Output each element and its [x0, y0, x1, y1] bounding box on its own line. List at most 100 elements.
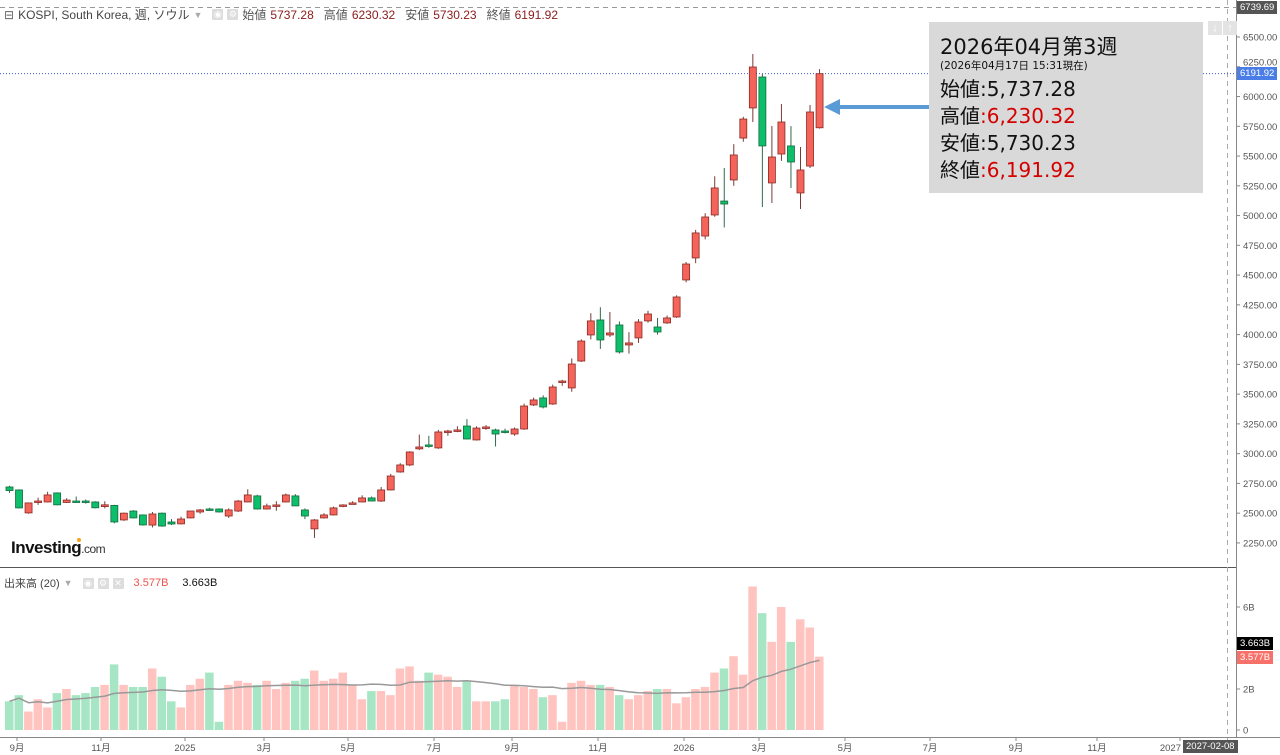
candle-up — [329, 507, 338, 516]
last-price-tag: 6191.92 — [1237, 66, 1278, 80]
volume-bar — [357, 699, 367, 730]
scroll-up-icon[interactable]: ↑ — [1223, 21, 1237, 35]
visibility-icon[interactable]: ◉ — [212, 9, 224, 20]
volume-bar — [62, 689, 71, 730]
info-row-high: 高値:6,230.32 — [940, 104, 1076, 128]
scroll-down-icon[interactable]: ↓ — [1208, 21, 1222, 35]
collapse-icon[interactable]: ⊟ — [4, 7, 15, 22]
symbol-title[interactable]: KOSPI, South Korea, 週, ソウル — [18, 8, 190, 22]
chevron-down-icon[interactable]: ▼ — [193, 9, 203, 20]
volume-bar — [815, 656, 824, 730]
price-tick-label: 4750.00 — [1243, 241, 1277, 252]
candle-up — [625, 342, 633, 346]
volume-bar — [262, 680, 271, 730]
volume-bar — [653, 689, 662, 730]
volume-bar — [548, 695, 557, 730]
candle-up — [748, 66, 757, 109]
candle-up — [196, 509, 205, 513]
candle-up — [243, 494, 252, 503]
candle-down — [167, 521, 176, 525]
volume-bar — [662, 689, 672, 730]
gear-icon[interactable]: ⚙ — [227, 9, 239, 20]
volume-bar — [405, 666, 414, 730]
volume-bar — [81, 693, 90, 730]
volume-bar — [5, 701, 14, 730]
volume-bar — [691, 689, 700, 730]
candles — [5, 54, 824, 538]
max-price-tag: 6739.69 — [1237, 1, 1278, 14]
price-tick-label: 4000.00 — [1243, 330, 1277, 341]
volume-tick-label: 2B — [1243, 685, 1255, 696]
volume-bar — [52, 693, 62, 730]
price-tick-label: 2250.00 — [1243, 538, 1277, 549]
chart-legend: ⊟ KOSPI, South Korea, 週, ソウル ▼ ◉ ⚙ 始値 573… — [4, 6, 564, 23]
volume-bar — [186, 684, 195, 730]
candle-up — [768, 156, 776, 184]
volume-bar — [529, 689, 538, 730]
volume-bar — [614, 695, 624, 730]
volume-bar — [757, 613, 767, 730]
candle-up — [405, 451, 414, 466]
volume-bar — [672, 703, 681, 730]
close-icon[interactable]: ✕ — [112, 577, 124, 589]
cursor-date-tag: 2027-02-08 — [1183, 740, 1238, 753]
candle-down — [615, 324, 624, 353]
candle-up — [34, 500, 42, 503]
volume-bar — [595, 684, 605, 730]
gear-icon[interactable]: ⚙ — [97, 577, 109, 589]
info-row-open: 始値:5,737.28 — [940, 77, 1076, 101]
volume-bar — [414, 680, 424, 730]
volume-title[interactable]: 出来高 (20) — [4, 578, 60, 590]
candle-up — [815, 73, 824, 129]
candle-up — [729, 154, 738, 181]
candle-up — [43, 494, 52, 503]
candle-up — [281, 494, 290, 503]
candle-down — [53, 492, 62, 506]
price-tick-label: 3000.00 — [1243, 449, 1277, 460]
open-value: 5737.28 — [270, 7, 314, 22]
volume-bar — [167, 701, 176, 730]
candle-up — [262, 505, 271, 510]
volume-bar — [681, 697, 691, 730]
volume-bars — [5, 586, 824, 730]
candle-up — [386, 475, 395, 491]
candle-up — [348, 502, 357, 505]
volume-bar — [128, 686, 138, 730]
candle-up — [100, 504, 109, 508]
volume-bar — [576, 680, 586, 730]
chevron-down-icon[interactable]: ▼ — [63, 578, 73, 588]
candle-up — [777, 121, 786, 155]
time-tick-label: 9月 — [505, 743, 520, 754]
volume-bar — [71, 695, 81, 730]
volume-bar — [738, 674, 748, 730]
candle-down — [72, 500, 81, 503]
candle-up — [177, 518, 185, 525]
volume-tick-label: 6B — [1243, 603, 1255, 614]
volume-bar — [195, 678, 205, 730]
candle-up — [567, 363, 576, 389]
candle-up — [510, 428, 519, 435]
candle-down — [291, 495, 300, 507]
candle-down — [653, 326, 662, 333]
candle-down — [491, 429, 500, 435]
volume-bar — [138, 686, 147, 730]
candle-down — [91, 501, 100, 509]
price-tick-label: 4250.00 — [1243, 300, 1277, 311]
candle-up — [644, 313, 652, 322]
candle-up — [605, 332, 614, 336]
volume-value: 3.577B — [133, 577, 169, 589]
volume-bar — [605, 686, 614, 730]
volume-bar — [300, 678, 309, 730]
visibility-icon[interactable]: ◉ — [82, 577, 94, 589]
high-label: 高値 — [323, 8, 348, 22]
high-value: 6230.32 — [351, 7, 396, 22]
volume-bar — [786, 641, 795, 730]
candle-up — [62, 499, 71, 503]
time-tick-label: 5月 — [838, 743, 853, 754]
candle-up — [634, 321, 643, 339]
time-tick-label: 2027 — [1160, 743, 1181, 754]
volume-bar — [14, 695, 24, 730]
candle-up — [520, 405, 529, 430]
price-tick-label: 5250.00 — [1243, 181, 1277, 192]
